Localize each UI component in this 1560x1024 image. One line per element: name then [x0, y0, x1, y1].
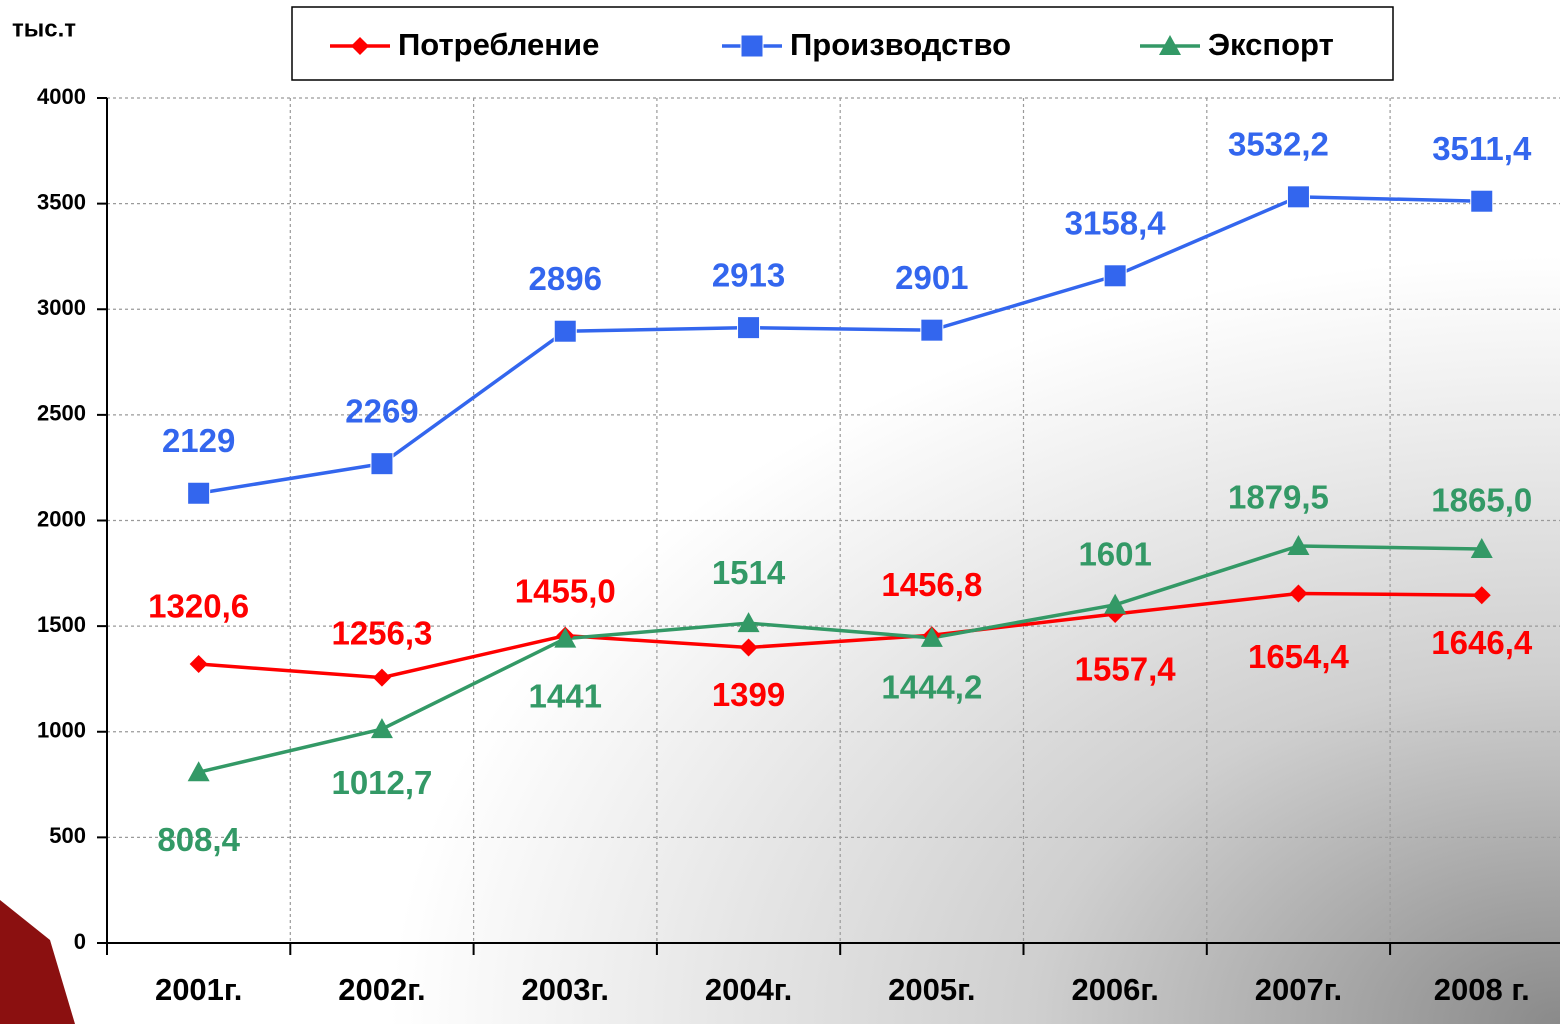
- data-label: 2129: [162, 422, 235, 459]
- y-tick-label: 500: [49, 823, 86, 848]
- y-tick-label: 4000: [37, 84, 86, 109]
- marker: [370, 718, 393, 739]
- y-tick-label: 2000: [37, 506, 86, 531]
- legend-label: Производство: [790, 27, 1011, 62]
- x-tick-label: 2002г.: [338, 972, 425, 1007]
- data-label: 1441: [529, 677, 602, 714]
- marker: [187, 481, 211, 505]
- marker: [553, 319, 577, 343]
- data-label: 1012,7: [331, 764, 432, 801]
- series-line: [198, 591, 1482, 680]
- y-tick-label: 2500: [37, 401, 86, 426]
- y-tick-label: 1500: [37, 612, 86, 637]
- x-tick-label: 2005г.: [888, 972, 975, 1007]
- marker: [740, 34, 764, 58]
- marker: [1470, 538, 1493, 559]
- marker: [1289, 584, 1308, 603]
- marker: [1287, 534, 1310, 555]
- x-tick-label: 2008 г.: [1434, 972, 1530, 1007]
- x-tick-label: 2007г.: [1255, 972, 1342, 1007]
- marker: [737, 316, 761, 340]
- data-label: 1514: [712, 554, 786, 591]
- x-tick-label: 2004г.: [705, 972, 792, 1007]
- marker: [554, 627, 577, 648]
- legend-box: [291, 6, 1394, 81]
- data-label: 1456,8: [881, 566, 982, 603]
- data-label: 1601: [1078, 536, 1151, 573]
- data-label: 1320,6: [148, 588, 249, 625]
- corner-decoration: [0, 900, 75, 1024]
- x-tick-label: 2003г.: [522, 972, 609, 1007]
- data-label: 1444,2: [881, 669, 982, 706]
- data-label: 1646,4: [1431, 624, 1533, 661]
- y-tick-label: 1000: [37, 718, 86, 743]
- data-label: 808,4: [157, 821, 240, 858]
- data-label: 3511,4: [1432, 130, 1532, 167]
- x-tick-label: 2006г.: [1071, 972, 1158, 1007]
- series-line: [198, 544, 1482, 774]
- marker: [1470, 189, 1494, 213]
- y-tick-label: 3000: [37, 295, 86, 320]
- data-label: 1879,5: [1228, 479, 1329, 516]
- marker: [370, 452, 394, 476]
- marker: [1104, 593, 1127, 614]
- marker: [920, 626, 943, 647]
- marker: [1472, 586, 1491, 605]
- data-label: 1256,3: [331, 614, 432, 651]
- legend-label: Экспорт: [1208, 27, 1334, 62]
- legend-label: Потребление: [398, 27, 599, 62]
- marker: [920, 318, 944, 342]
- data-label: 3532,2: [1228, 126, 1329, 163]
- data-label: 1865,0: [1431, 482, 1532, 519]
- y-axis-label: тыс.т: [12, 15, 76, 42]
- data-label: 2901: [895, 259, 968, 296]
- marker: [1103, 264, 1127, 288]
- marker: [1286, 185, 1310, 209]
- marker: [189, 655, 208, 674]
- marker: [737, 612, 760, 633]
- data-label: 3158,4: [1065, 205, 1167, 242]
- marker: [1159, 35, 1181, 55]
- data-label: 1399: [712, 676, 785, 713]
- data-label: 2913: [712, 256, 785, 293]
- data-label: 1455,0: [515, 572, 616, 609]
- marker: [351, 37, 369, 55]
- y-tick-label: 0: [74, 929, 86, 954]
- marker: [739, 638, 758, 657]
- y-tick-label: 3500: [37, 189, 86, 214]
- series-line: [198, 195, 1482, 495]
- data-label: 2896: [529, 260, 602, 297]
- data-label: 2269: [345, 392, 418, 429]
- marker: [187, 761, 210, 782]
- x-tick-label: 2001г.: [155, 972, 242, 1007]
- data-label: 1654,4: [1248, 638, 1350, 675]
- data-label: 1557,4: [1075, 651, 1177, 688]
- marker: [372, 668, 391, 687]
